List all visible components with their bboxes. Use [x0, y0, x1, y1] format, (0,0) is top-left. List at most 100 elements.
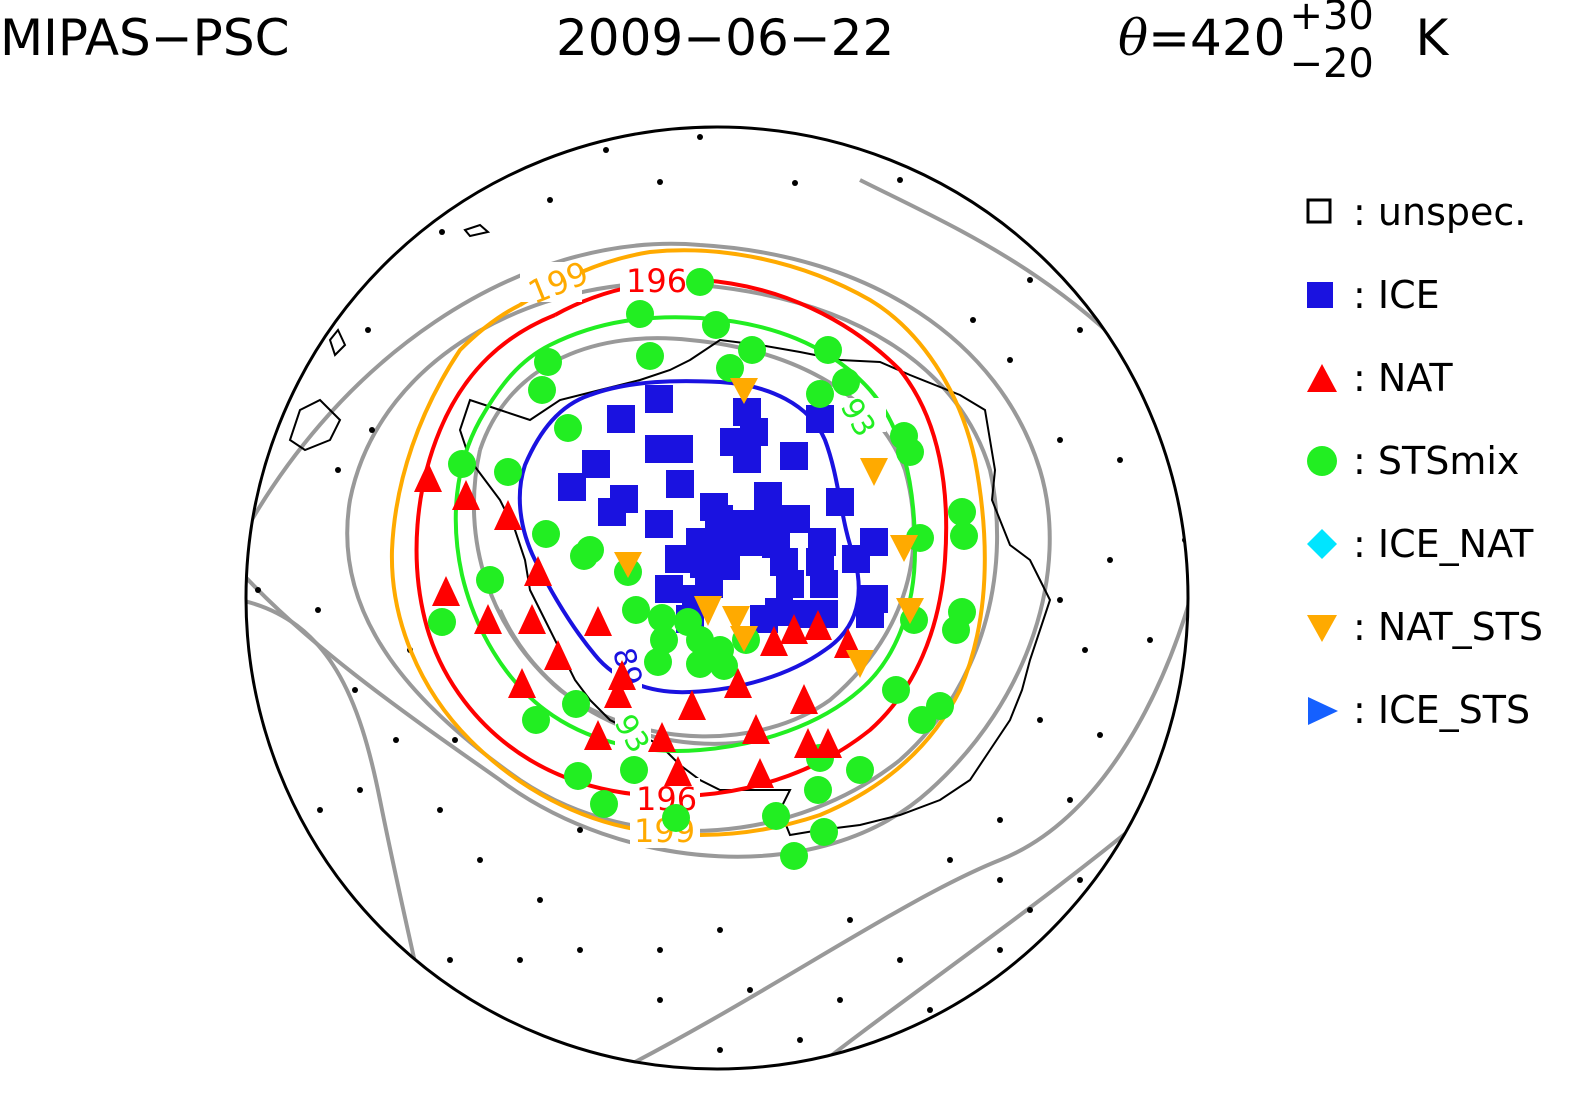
legend-sep: :: [1353, 439, 1366, 483]
legend-sep: :: [1353, 356, 1366, 400]
nat-marker: [518, 604, 546, 634]
sts-marker: [948, 498, 976, 526]
ice-marker: [754, 482, 782, 510]
triangle-right-icon: [1308, 697, 1338, 725]
legend-label: NAT_STS: [1377, 605, 1544, 649]
ice-marker: [856, 600, 884, 628]
sts-marker: [648, 604, 676, 632]
sts-marker: [564, 762, 592, 790]
nat-sts-marker: [614, 552, 642, 578]
sts-markers: [428, 268, 978, 870]
sts-marker: [810, 818, 838, 846]
sts-marker: [636, 342, 664, 370]
sts-marker: [716, 354, 744, 382]
ice-marker: [842, 545, 870, 573]
nat-marker: [584, 606, 612, 636]
nat-sts-marker: [890, 535, 918, 562]
nat-marker: [742, 714, 770, 744]
grey-contour-6: [246, 598, 442, 1069]
sts-marker: [686, 650, 714, 678]
nat-marker: [584, 720, 612, 750]
nat-sts-marker: [860, 458, 888, 486]
ice-marker: [665, 435, 693, 463]
sts-marker: [476, 566, 504, 594]
sts-marker: [686, 268, 714, 296]
ice-marker: [655, 575, 683, 603]
theta-plus: +30: [1289, 0, 1374, 39]
theta-symbol: θ: [1118, 9, 1149, 67]
sts-marker: [494, 458, 522, 486]
legend-label: STSmix: [1377, 439, 1520, 483]
sts-marker: [908, 706, 936, 734]
sts-marker: [832, 368, 860, 396]
nat-marker: [678, 690, 706, 720]
sts-marker: [620, 756, 648, 784]
legend-sep: :: [1353, 522, 1366, 566]
nat-marker: [648, 722, 676, 752]
nat-marker: [414, 462, 442, 492]
ice-marker: [582, 450, 610, 478]
grey-contour-5: [599, 599, 1188, 1069]
sts-marker: [570, 542, 598, 570]
sts-marker: [528, 376, 556, 404]
grey-contour-4: [498, 609, 761, 746]
nat-marker: [508, 668, 536, 698]
nat-marker: [790, 684, 818, 714]
sts-marker: [906, 524, 934, 552]
title-theta: θ=420 +30 −20 K: [1118, 0, 1448, 84]
ice-marker: [776, 570, 804, 598]
ice-marker: [607, 405, 635, 433]
sts-marker: [804, 776, 832, 804]
sts-marker: [896, 438, 924, 466]
nat-sts-markers: [614, 378, 924, 678]
contour-193: [453, 315, 918, 753]
ice-marker: [598, 498, 626, 526]
legend-label: ICE_STS: [1377, 688, 1531, 732]
legend-label: ICE_NAT: [1377, 522, 1534, 566]
nat-marker: [794, 728, 822, 758]
nat-marker: [604, 678, 632, 708]
legend-sep: :: [1353, 273, 1366, 317]
sts-marker: [650, 626, 678, 654]
nat-sts-marker: [730, 626, 758, 652]
sts-marker: [554, 414, 582, 442]
sts-marker: [522, 706, 550, 734]
map-boundary: [244, 125, 1190, 1071]
sts-marker: [780, 842, 808, 870]
legend-sep: :: [1353, 688, 1366, 732]
ice-marker: [733, 445, 761, 473]
sts-marker: [762, 802, 790, 830]
legend-sep: :: [1353, 190, 1366, 234]
nat-marker: [724, 668, 752, 698]
sts-marker: [942, 616, 970, 644]
sts-marker: [448, 450, 476, 478]
contour-189: [517, 379, 861, 695]
sts-marker: [806, 380, 834, 408]
nat-sts-marker: [730, 378, 758, 404]
title-instrument: MIPAS−PSC: [0, 9, 290, 67]
sts-marker: [702, 311, 730, 339]
contour-label-bgs: [520, 262, 886, 848]
nat-marker: [494, 500, 522, 530]
ice-marker: [736, 528, 764, 556]
ice-marker: [645, 385, 673, 413]
sts-marker: [644, 648, 672, 676]
ice-marker: [558, 473, 586, 501]
ice-marker: [645, 510, 673, 538]
title-date: 2009−06−22: [556, 9, 895, 67]
ice-marker: [826, 488, 854, 516]
contour-label-196-top: 196: [626, 262, 687, 300]
ice-marker: [810, 570, 838, 598]
ice-marker: [782, 505, 810, 533]
sts-marker: [590, 790, 618, 818]
nat-marker: [544, 640, 572, 670]
sts-marker: [562, 690, 590, 718]
diamond-icon: [1307, 529, 1337, 559]
ice-marker: [806, 405, 834, 433]
sts-marker: [710, 652, 738, 680]
triangle-down-icon: [1307, 615, 1337, 642]
sts-marker: [428, 608, 456, 636]
contour-199: [389, 248, 987, 837]
sts-marker: [534, 348, 562, 376]
open-square-icon: [1306, 198, 1332, 224]
